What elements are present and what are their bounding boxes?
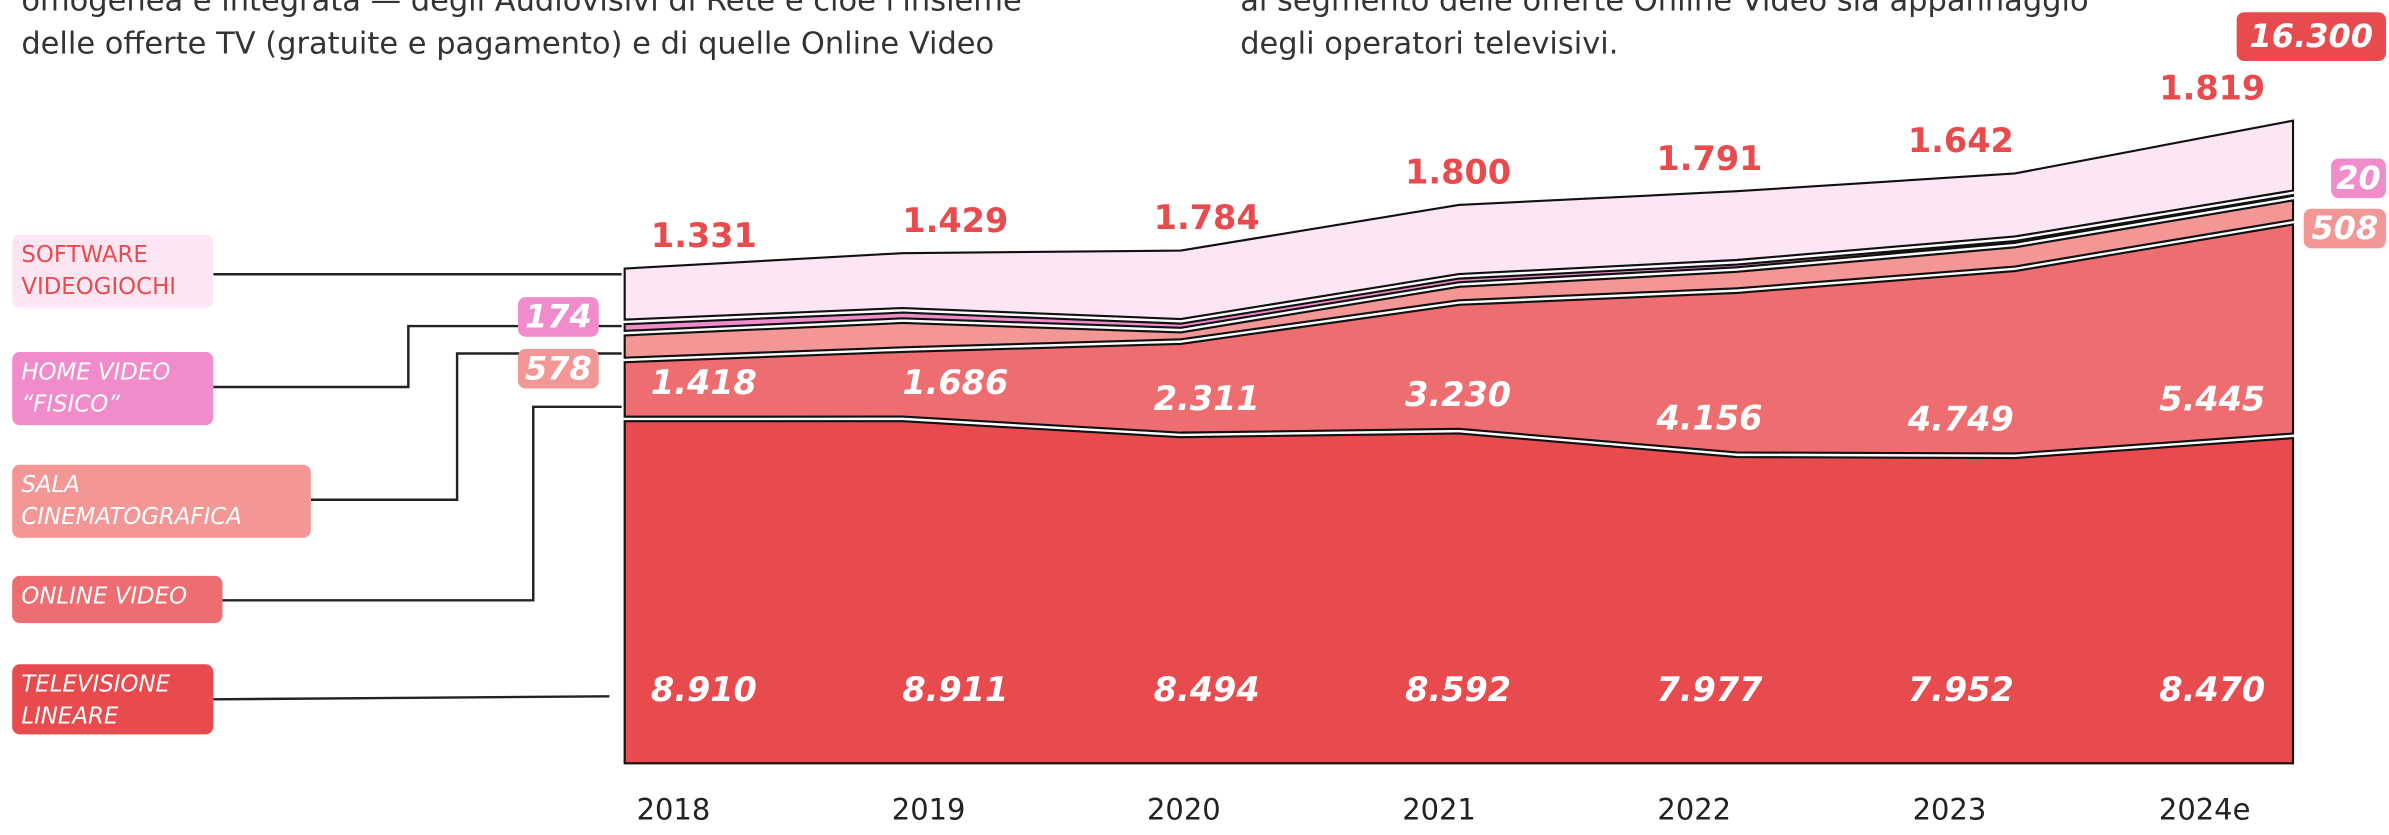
legend-item: SALA CINEMATOGRAFICA [12,464,311,538]
connectors [213,273,622,701]
x-tick-label: 2018 [637,793,711,827]
value-label: 1.784 [1154,198,1260,237]
area [623,119,2295,321]
area [623,193,2295,332]
text-line: omogenea e integrata — degli Audiovisivi… [21,0,1022,19]
badge: 578 [518,348,599,389]
value-label: 1.429 [902,201,1008,240]
value-label: 2.311 [1154,379,1260,418]
value-label: 1.800 [1405,153,1511,192]
value-label: 1.791 [1656,139,1762,178]
value-label: 1.686 [902,363,1008,402]
value-label: 5.445 [2159,380,2265,419]
area [623,199,2295,359]
x-tick-label: 2019 [892,793,966,827]
value-label: 4.156 [1655,399,1762,438]
x-tick-label: 2022 [1657,793,1731,827]
value-label: 1.331 [651,216,757,255]
intro-right: al segmento delle offerte Online Video s… [1240,0,2088,64]
value-label: 1.418 [651,363,757,402]
value-label: 7.952 [1908,670,2014,709]
badge: 174 [518,297,599,337]
connector [213,695,610,701]
value-label: 8.592 [1405,670,1511,709]
area [623,420,2295,765]
value-label: 8.910 [651,670,757,709]
value-label: 8.911 [902,670,1008,709]
x-tick-label: 2021 [1402,793,1476,827]
value-label: 3.230 [1405,375,1511,414]
x-tick-label: 2020 [1147,793,1221,827]
connector [222,405,622,602]
value-label: 8.470 [2159,670,2265,709]
value-label: 7.977 [1656,670,1763,709]
x-tick-label: 2023 [1913,793,1987,827]
value-label: 1.642 [1908,121,2014,160]
legend-item: HOME VIDEO “FISICO” [12,351,214,426]
area [623,223,2295,455]
legend-item: ONLINE VIDEO [12,575,223,624]
text-line: degli operatori televisivi. [1240,24,1619,61]
connector [213,324,622,389]
text-line: al segmento delle offerte Online Video s… [1240,0,2089,19]
badge: 508 [2303,208,2386,249]
intro-left: omogenea e integrata — degli Audiovisivi… [21,0,1021,64]
badge: 16.300 [2236,12,2386,61]
value-label: 4.749 [1907,400,2014,439]
legend-item: TELEVISIONE LINEARE [12,664,214,735]
x-tick-label: 2024e [2159,793,2250,827]
text-line: delle offerte TV (gratuite e pagamento) … [21,24,995,61]
value-label: 1.819 [2159,68,2265,107]
badge: 20 [2331,158,2386,199]
value-label: 8.494 [1154,670,1260,709]
legend-item: SOFTWARE VIDEOGIOCHI [12,234,214,308]
